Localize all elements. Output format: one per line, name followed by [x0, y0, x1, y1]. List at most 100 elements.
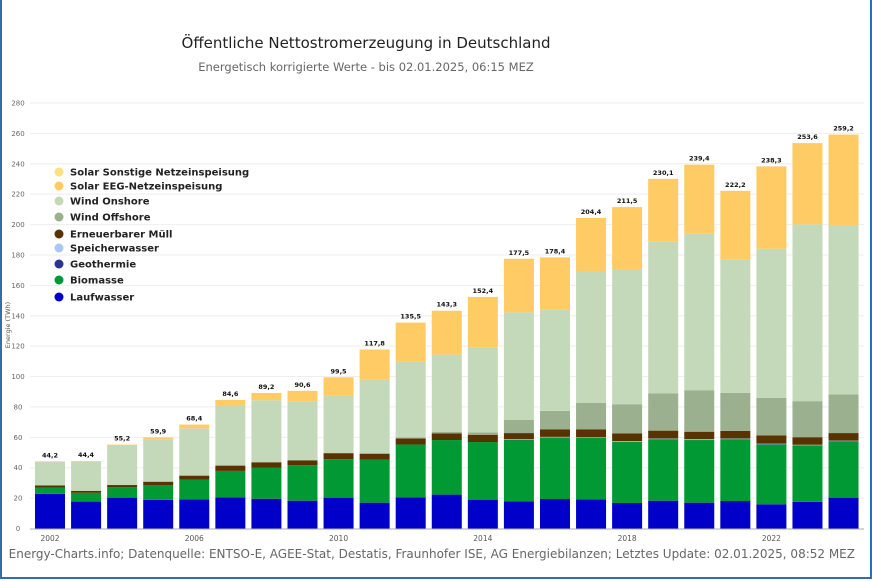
bar-segment-erneuerbarer-m-ll[interactable]	[503, 433, 534, 440]
bar-segment-biomasse[interactable]	[576, 437, 607, 500]
bar-segment-laufwasser[interactable]	[215, 497, 246, 529]
bar-segment-laufwasser[interactable]	[35, 493, 65, 529]
bar-segment-erneuerbarer-m-ll[interactable]	[792, 437, 823, 445]
bar-segment-erneuerbarer-m-ll[interactable]	[215, 465, 246, 471]
bar-segment-wind-offshore[interactable]	[648, 393, 679, 431]
bar-segment-erneuerbarer-m-ll[interactable]	[431, 433, 462, 441]
bar-segment-biomasse[interactable]	[395, 444, 426, 498]
legend-item-laufwasser[interactable]: Laufwasser	[54, 292, 135, 304]
bar-segment-solar-eeg-netzeinspeisung[interactable]	[71, 461, 102, 462]
bar-segment-laufwasser[interactable]	[431, 494, 462, 529]
bar-segment-biomasse[interactable]	[503, 440, 534, 502]
bar-segment-laufwasser[interactable]	[143, 499, 174, 529]
bar-segment-biomasse[interactable]	[792, 445, 823, 502]
bar-segment-erneuerbarer-m-ll[interactable]	[179, 475, 210, 480]
bar-segment-erneuerbarer-m-ll[interactable]	[612, 433, 643, 442]
bar-segment-wind-onshore[interactable]	[720, 259, 751, 393]
bar-segment-biomasse[interactable]	[539, 437, 570, 500]
bar-segment-laufwasser[interactable]	[684, 502, 715, 529]
bar-segment-wind-offshore[interactable]	[828, 394, 859, 434]
bar-segment-wind-offshore[interactable]	[467, 432, 498, 435]
bar-segment-solar-eeg-netzeinspeisung[interactable]	[143, 437, 174, 440]
bar-segment-wind-offshore[interactable]	[756, 397, 787, 436]
bar-segment-biomasse[interactable]	[251, 467, 282, 499]
bar-segment-laufwasser[interactable]	[576, 499, 607, 529]
bar-segment-speicherwasser[interactable]	[503, 439, 534, 440]
bar-segment-solar-eeg-netzeinspeisung[interactable]	[648, 178, 679, 242]
bar-segment-biomasse[interactable]	[35, 487, 65, 494]
bar-segment-biomasse[interactable]	[287, 465, 318, 501]
bar-segment-solar-eeg-netzeinspeisung[interactable]	[107, 444, 138, 446]
bar-segment-erneuerbarer-m-ll[interactable]	[648, 430, 679, 439]
bar-segment-solar-eeg-netzeinspeisung[interactable]	[215, 399, 246, 405]
bar-segment-solar-eeg-netzeinspeisung[interactable]	[395, 322, 426, 362]
bar-segment-biomasse[interactable]	[612, 442, 643, 503]
bar-segment-erneuerbarer-m-ll[interactable]	[287, 460, 318, 466]
bar-segment-wind-onshore[interactable]	[287, 401, 318, 461]
bar-segment-erneuerbarer-m-ll[interactable]	[35, 485, 65, 488]
bar-segment-laufwasser[interactable]	[467, 499, 498, 529]
bar-segment-biomasse[interactable]	[684, 440, 715, 503]
bar-segment-biomasse[interactable]	[431, 440, 462, 495]
bar-segment-wind-onshore[interactable]	[143, 439, 174, 482]
bar-segment-wind-onshore[interactable]	[539, 309, 570, 411]
bar-segment-erneuerbarer-m-ll[interactable]	[576, 429, 607, 438]
bar-segment-solar-eeg-netzeinspeisung[interactable]	[179, 424, 210, 429]
legend-item-wind-onshore[interactable]: Wind Onshore	[54, 196, 150, 208]
bar-segment-wind-offshore[interactable]	[503, 419, 534, 434]
bar-segment-wind-onshore[interactable]	[576, 271, 607, 403]
bar-segment-erneuerbarer-m-ll[interactable]	[359, 453, 390, 460]
bar-segment-erneuerbarer-m-ll[interactable]	[756, 435, 787, 444]
bar-segment-speicherwasser[interactable]	[720, 438, 751, 440]
bar-segment-laufwasser[interactable]	[828, 497, 859, 529]
bar-segment-solar-eeg-netzeinspeisung[interactable]	[684, 164, 715, 234]
bar-segment-wind-offshore[interactable]	[720, 392, 751, 431]
bar-segment-wind-onshore[interactable]	[395, 361, 426, 438]
bar-segment-laufwasser[interactable]	[179, 499, 210, 529]
bar-segment-erneuerbarer-m-ll[interactable]	[143, 481, 174, 486]
bar-segment-solar-eeg-netzeinspeisung[interactable]	[612, 207, 643, 269]
bar-segment-wind-onshore[interactable]	[648, 241, 679, 394]
bar-segment-wind-onshore[interactable]	[251, 400, 282, 463]
bar-segment-laufwasser[interactable]	[720, 500, 751, 529]
bar-segment-wind-offshore[interactable]	[792, 401, 823, 438]
bar-segment-wind-onshore[interactable]	[359, 379, 390, 453]
bar-segment-laufwasser[interactable]	[251, 498, 282, 529]
bar-segment-laufwasser[interactable]	[792, 501, 823, 529]
legend-item-solar-eeg-netzeinspeisung[interactable]: Solar EEG-Netzeinspeisung	[54, 181, 223, 193]
bar-segment-wind-onshore[interactable]	[215, 404, 246, 466]
bar-segment-wind-onshore[interactable]	[828, 225, 859, 395]
bar-segment-solar-eeg-netzeinspeisung[interactable]	[287, 390, 318, 402]
legend-item-solar-sonstige-netzeinspeisung[interactable]: Solar Sonstige Netzeinspeisung	[54, 167, 250, 179]
bar-segment-wind-offshore[interactable]	[395, 437, 426, 439]
bar-segment-laufwasser[interactable]	[71, 501, 102, 529]
bar-segment-biomasse[interactable]	[720, 439, 751, 501]
bar-segment-erneuerbarer-m-ll[interactable]	[323, 453, 354, 460]
bar-segment-solar-eeg-netzeinspeisung[interactable]	[503, 258, 534, 313]
legend-item-speicherwasser[interactable]: Speicherwasser	[54, 243, 160, 255]
bar-segment-speicherwasser[interactable]	[684, 439, 715, 440]
legend-item-wind-offshore[interactable]: Wind Offshore	[54, 212, 151, 224]
bar-segment-biomasse[interactable]	[179, 479, 210, 500]
bar-segment-erneuerbarer-m-ll[interactable]	[828, 433, 859, 441]
bar-segment-biomasse[interactable]	[756, 444, 787, 505]
legend-item-biomasse[interactable]: Biomasse	[54, 275, 124, 287]
bar-segment-erneuerbarer-m-ll[interactable]	[395, 438, 426, 445]
bar-segment-wind-onshore[interactable]	[503, 312, 534, 420]
bar-segment-wind-offshore[interactable]	[576, 402, 607, 430]
bar-segment-wind-onshore[interactable]	[71, 461, 102, 491]
bar-segment-speicherwasser[interactable]	[612, 441, 643, 442]
bar-segment-solar-eeg-netzeinspeisung[interactable]	[431, 310, 462, 355]
bar-segment-laufwasser[interactable]	[539, 499, 570, 529]
bar-segment-erneuerbarer-m-ll[interactable]	[539, 429, 570, 437]
bar-segment-speicherwasser[interactable]	[648, 438, 679, 440]
bar-segment-wind-onshore[interactable]	[179, 428, 210, 476]
bar-segment-wind-offshore[interactable]	[612, 404, 643, 434]
bar-segment-solar-eeg-netzeinspeisung[interactable]	[720, 190, 751, 260]
bar-segment-erneuerbarer-m-ll[interactable]	[467, 434, 498, 443]
bar-segment-biomasse[interactable]	[143, 485, 174, 500]
bar-segment-erneuerbarer-m-ll[interactable]	[251, 462, 282, 468]
bar-segment-laufwasser[interactable]	[287, 500, 318, 529]
bar-segment-biomasse[interactable]	[71, 492, 102, 502]
legend-item-geothermie[interactable]: Geothermie	[54, 259, 137, 271]
